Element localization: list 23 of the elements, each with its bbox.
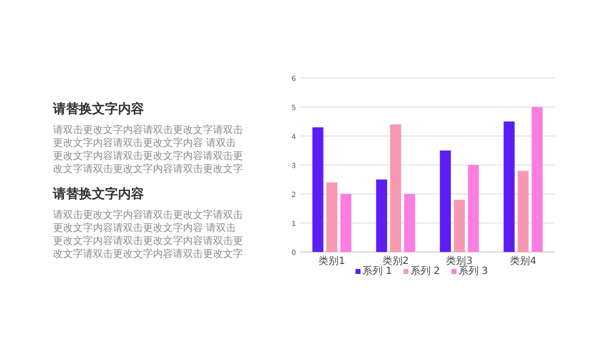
text: 请双击更改文字内容请双击更改文字请双击更改文字内容请双击更改文字内容 请双击更改文字内容请双击更改文字内容请双击更改文字请双击更改文字内容请双击更改文字 [53, 124, 243, 176]
bar [518, 170, 529, 252]
bar [312, 127, 324, 252]
bar [376, 180, 388, 252]
bar [404, 194, 416, 252]
bar [504, 122, 515, 252]
x-tick-label: 类别2 [382, 255, 409, 267]
bar [454, 200, 465, 252]
bar [440, 150, 451, 252]
legend-label: 系列 3 [458, 265, 488, 277]
text: 请双击更改文字内容请双击更改文字请双击更改文字内容请双击更改文字内容 请双击更改文字内容请双击更改文字内容请双击更改文字请双击更改文字内容请双击更改文字 [53, 209, 243, 261]
text: 请替换文字内容 [53, 186, 145, 203]
legend-label: 系列 2 [410, 265, 440, 277]
legend-label: 系列 1 [362, 265, 392, 277]
bar [468, 165, 479, 252]
x-tick-label: 类别1 [318, 255, 346, 267]
bar [326, 182, 338, 252]
bar [532, 107, 543, 252]
bar [390, 124, 402, 252]
x-tick-label: 类别4 [510, 255, 536, 267]
x-tick-label: 类别3 [446, 255, 473, 267]
bar [340, 194, 352, 252]
text: 请替换文字内容 [53, 100, 145, 118]
